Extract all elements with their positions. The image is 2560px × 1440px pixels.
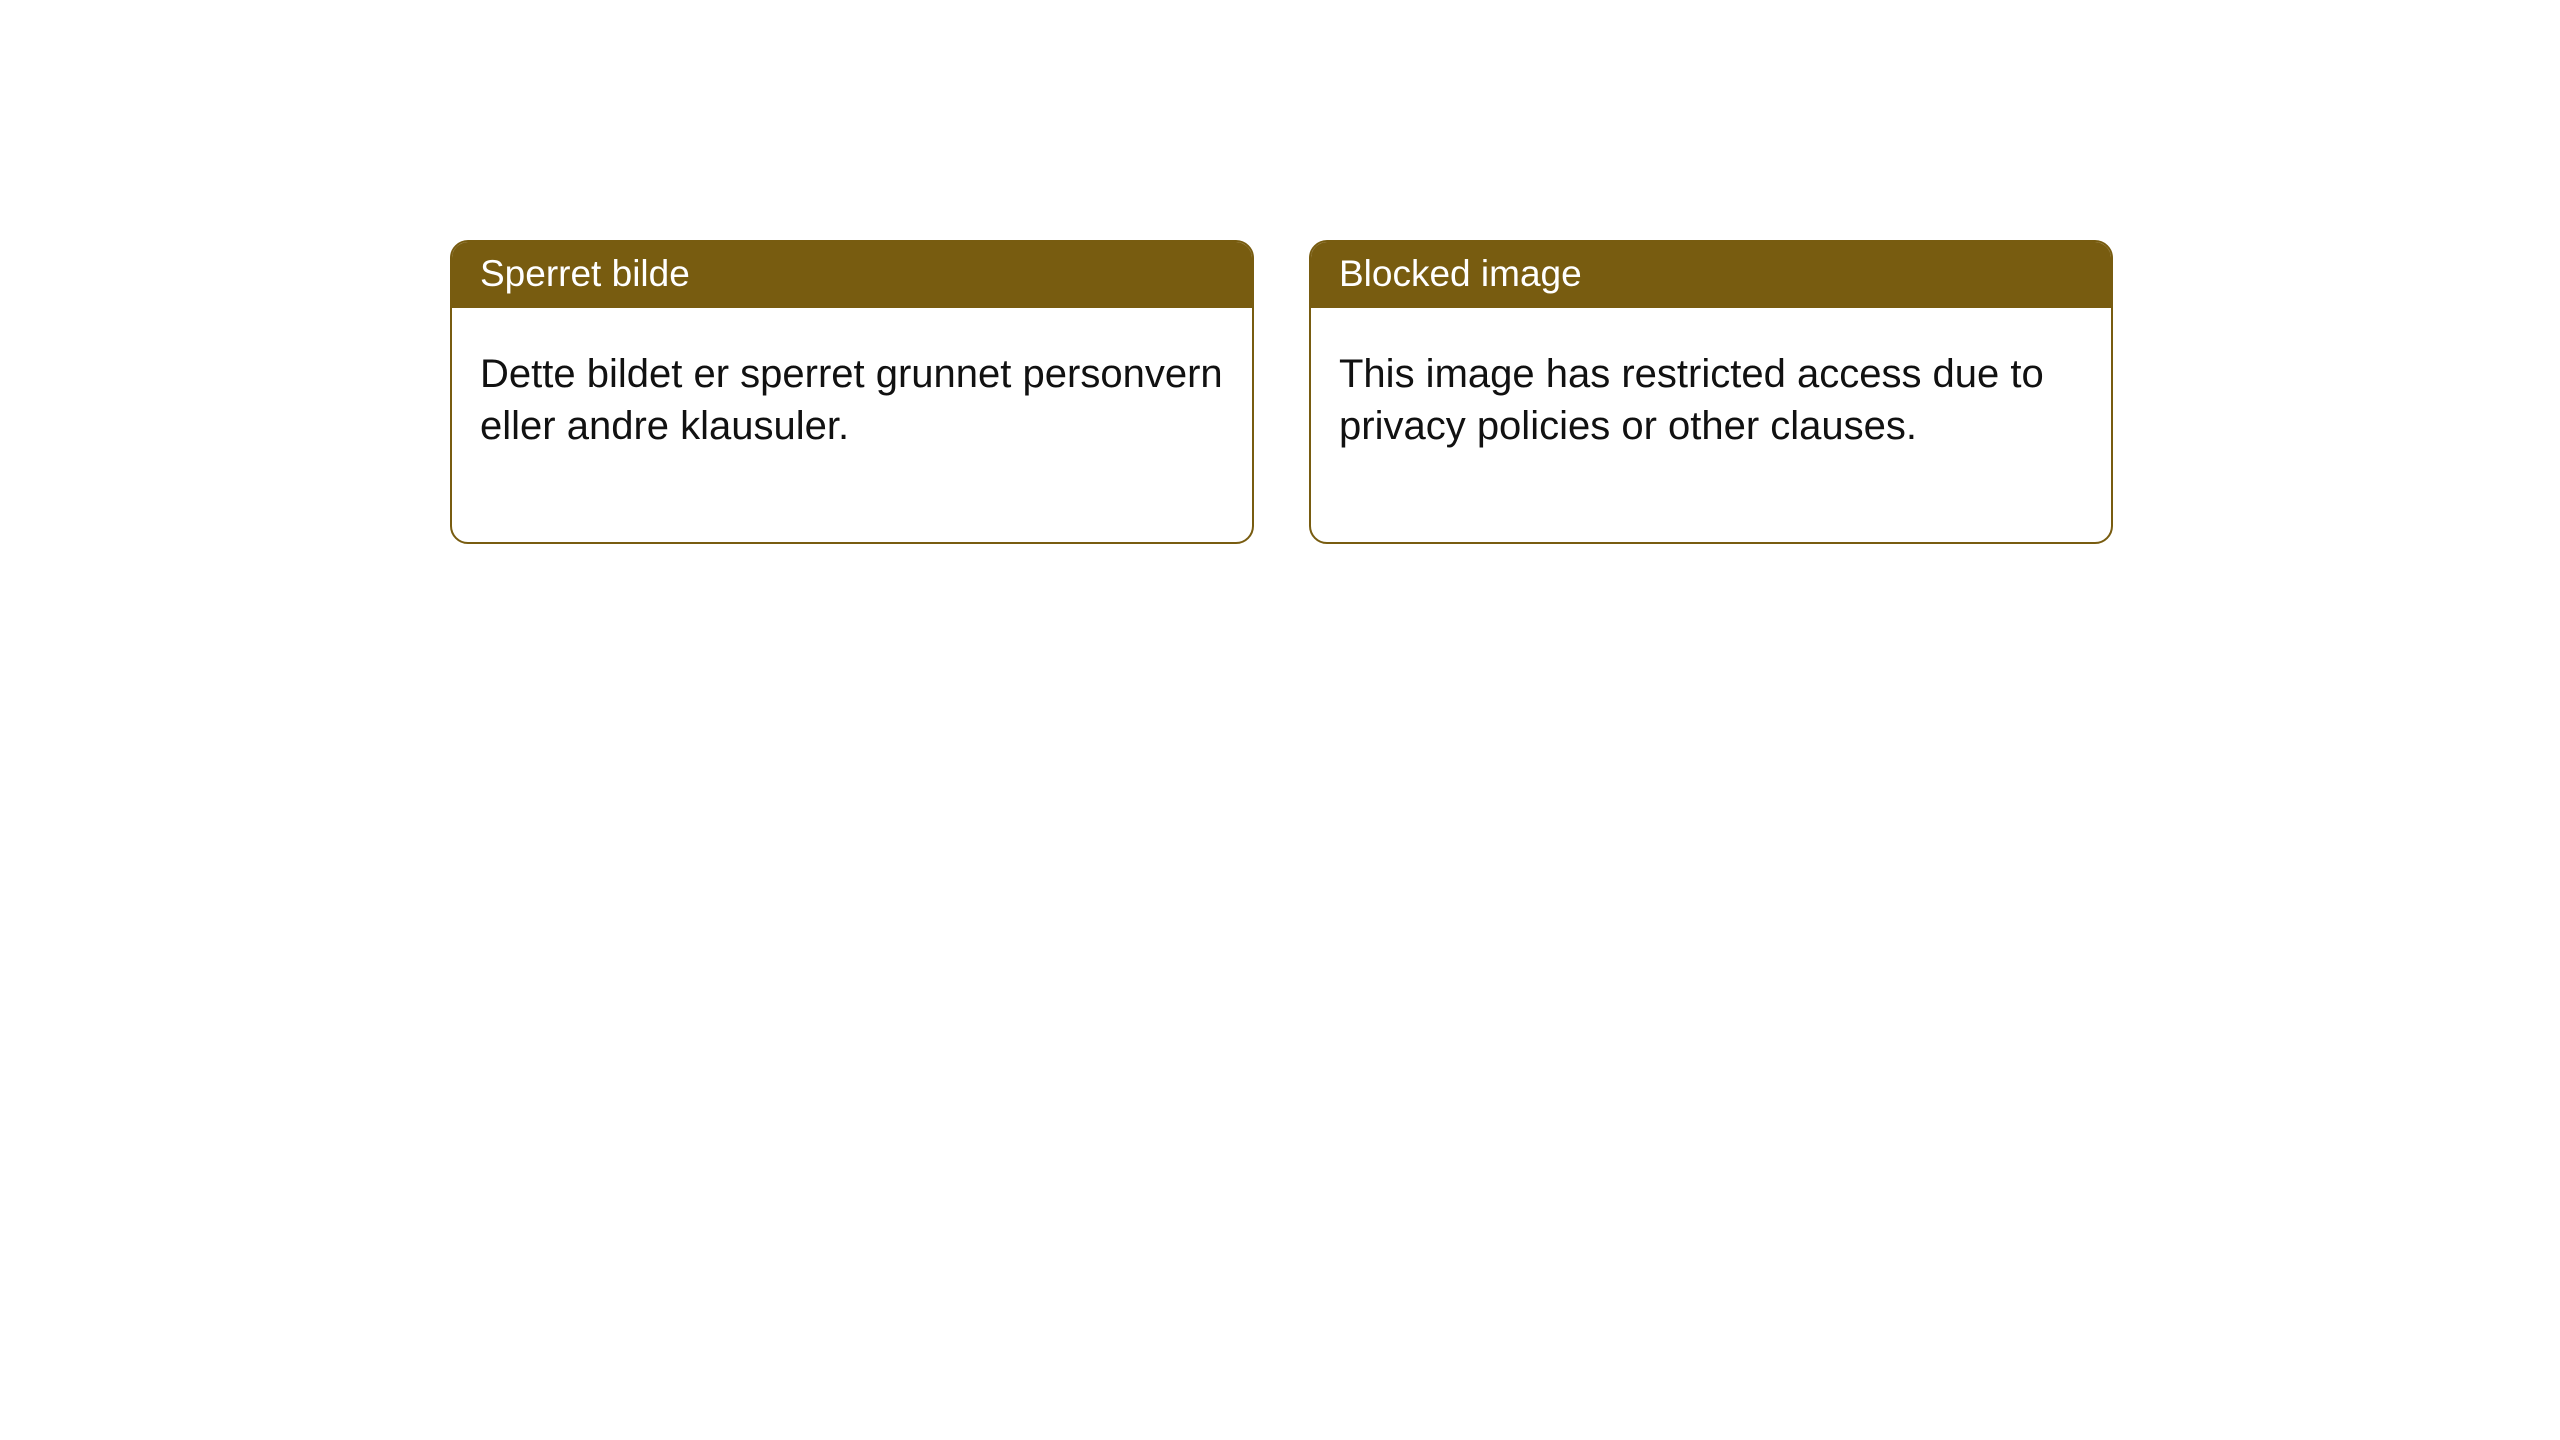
notice-body: Dette bildet er sperret grunnet personve… bbox=[452, 308, 1252, 542]
notice-header: Sperret bilde bbox=[452, 242, 1252, 308]
notice-container: Sperret bilde Dette bildet er sperret gr… bbox=[0, 0, 2560, 544]
notice-card-norwegian: Sperret bilde Dette bildet er sperret gr… bbox=[450, 240, 1254, 544]
notice-header: Blocked image bbox=[1311, 242, 2111, 308]
notice-body: This image has restricted access due to … bbox=[1311, 308, 2111, 542]
notice-card-english: Blocked image This image has restricted … bbox=[1309, 240, 2113, 544]
